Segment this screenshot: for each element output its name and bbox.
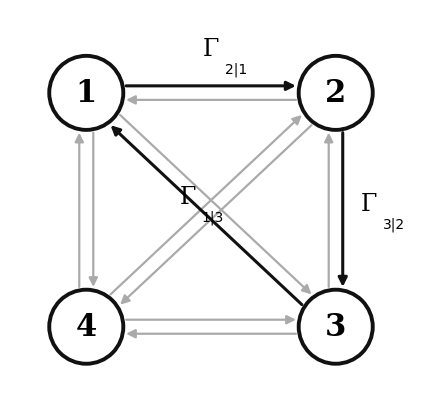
FancyArrowPatch shape: [129, 97, 296, 104]
FancyArrowPatch shape: [120, 116, 310, 293]
Text: 2: 2: [325, 78, 346, 109]
FancyArrowPatch shape: [113, 128, 302, 305]
FancyArrowPatch shape: [111, 117, 300, 295]
Circle shape: [49, 290, 123, 364]
FancyArrowPatch shape: [126, 83, 292, 90]
Text: 1: 1: [76, 78, 97, 109]
Text: 3: 3: [325, 311, 346, 342]
FancyArrowPatch shape: [126, 316, 293, 324]
Text: Γ: Γ: [203, 37, 219, 60]
Circle shape: [299, 57, 373, 130]
FancyArrowPatch shape: [129, 330, 296, 337]
FancyArrowPatch shape: [90, 133, 97, 285]
Text: 4: 4: [76, 311, 97, 342]
Text: 1|3: 1|3: [202, 210, 224, 224]
Circle shape: [299, 290, 373, 364]
FancyArrowPatch shape: [325, 136, 332, 287]
Circle shape: [49, 57, 123, 130]
Text: Γ: Γ: [361, 193, 377, 216]
FancyArrowPatch shape: [339, 133, 346, 284]
FancyArrowPatch shape: [76, 136, 83, 287]
Text: 3|2: 3|2: [383, 217, 405, 232]
Text: Γ: Γ: [179, 185, 196, 208]
FancyArrowPatch shape: [122, 126, 311, 303]
Text: 2|1: 2|1: [225, 62, 247, 77]
